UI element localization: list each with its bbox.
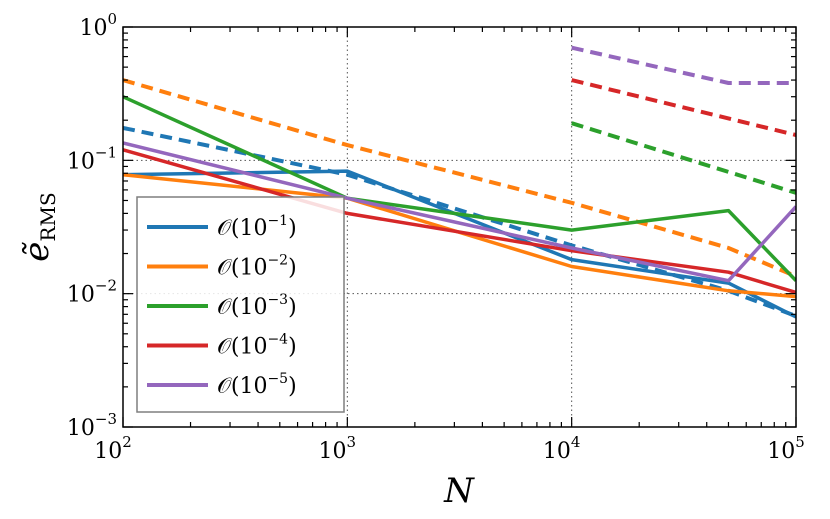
- y-tick-labels: 10−3 10−2 10−1 100: [67, 10, 117, 441]
- x-tick-label: 104: [543, 433, 581, 464]
- series-1-dashed-line: [123, 125, 796, 318]
- series-2-solid-line: [123, 172, 796, 299]
- plot-frame: [122, 26, 797, 428]
- series-layer: [123, 45, 796, 319]
- series-5-solid-line: [123, 141, 796, 283]
- legend-label: 𝒪(10−1): [217, 213, 297, 241]
- grid-lines: [123, 27, 796, 427]
- legend-label: 𝒪(10−4): [217, 332, 297, 360]
- legend: 𝒪(10−1) 𝒪(10−2) 𝒪(10−3) 𝒪(10−4) 𝒪(10−5): [136, 196, 345, 413]
- x-tick-label: 105: [767, 433, 805, 464]
- series-3-solid-line: [123, 95, 796, 282]
- legend-label: 𝒪(10−2): [217, 253, 297, 281]
- y-tick-label: 10−2: [67, 277, 117, 308]
- y-axis-label-sub: RMS: [36, 192, 60, 241]
- legend-label: 𝒪(10−3): [217, 292, 297, 320]
- y-axis-label-main: ẽ: [17, 242, 57, 262]
- y-tick-label: 10−3: [67, 410, 117, 441]
- legend-label: 𝒪(10−5): [217, 371, 297, 399]
- x-tick-labels: 102 103 104 105: [94, 433, 805, 464]
- axis-ticks: [122, 26, 797, 428]
- series-5-dashed-line: [571, 45, 796, 85]
- series-3-dashed-line: [571, 121, 796, 195]
- series-4-solid-line: [123, 148, 796, 295]
- svg-text:ẽRMS: ẽRMS: [17, 192, 60, 261]
- x-tick-label: 103: [319, 433, 357, 464]
- y-tick-label: 10−1: [67, 143, 117, 174]
- series-4-dashed-line: [571, 78, 796, 137]
- y-tick-label: 100: [79, 10, 117, 41]
- y-axis-label: ẽRMS: [17, 192, 60, 261]
- x-axis-label: N: [443, 471, 475, 511]
- x-tick-label: 102: [94, 433, 132, 464]
